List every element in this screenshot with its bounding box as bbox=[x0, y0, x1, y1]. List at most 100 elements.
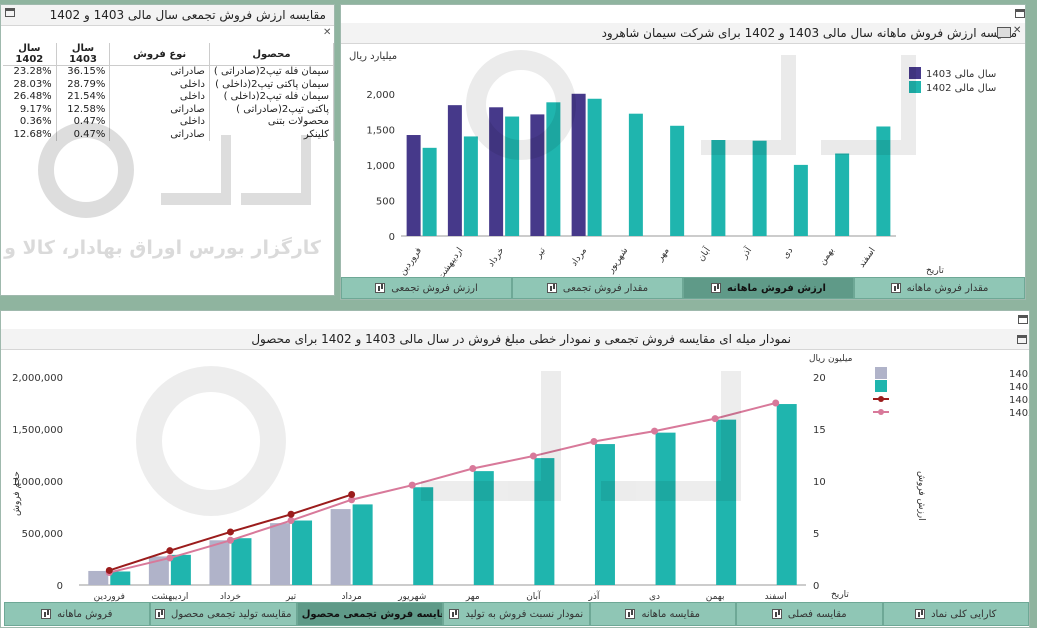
table-cell: 0.47% bbox=[56, 128, 111, 141]
legend-label: حجم فروش تجمعی 1402 bbox=[1009, 382, 1029, 393]
point-1402 bbox=[469, 465, 477, 473]
tab-4[interactable]: مقایسه فروش تجمعی محصول bbox=[296, 602, 443, 626]
tab-1[interactable]: مقایسه فصلی bbox=[736, 602, 883, 626]
watermark-shape bbox=[466, 50, 576, 160]
table-row[interactable]: پاکتی تیپ2(صادراتی ) صادراتی 12.58% 9.17% bbox=[3, 103, 334, 116]
table-header[interactable]: سال 1403 bbox=[56, 43, 111, 66]
tab-label: مقایسه فروش تجمعی محصول bbox=[301, 608, 443, 620]
x-tick-label: آذر bbox=[737, 244, 754, 261]
tab-0[interactable]: کارایی کلی نماد bbox=[882, 602, 1029, 626]
y-tick-label: 0 bbox=[389, 232, 395, 243]
table-cell: 23.28% bbox=[3, 65, 57, 79]
legend-label: سال مالی 1402 bbox=[926, 83, 996, 94]
bar-1402 bbox=[594, 444, 615, 585]
chart-tab-icon bbox=[546, 283, 557, 293]
tab-3[interactable]: ارزش فروش تجمعی bbox=[341, 277, 512, 299]
watermark-shape bbox=[421, 371, 561, 501]
legend-swatch bbox=[875, 380, 887, 392]
print-icon[interactable] bbox=[997, 27, 1011, 38]
x-tick-label: آذر bbox=[588, 590, 600, 602]
watermark-logo-monthly bbox=[466, 50, 916, 160]
close-icon[interactable]: ✕ bbox=[1013, 25, 1022, 36]
bar-1402 bbox=[835, 153, 850, 236]
point-1402 bbox=[166, 554, 174, 562]
table-cell: داخلی bbox=[109, 78, 210, 91]
x-tick-label: اسفند bbox=[765, 592, 787, 602]
chart-tab-icon bbox=[375, 283, 386, 293]
bar-1402 bbox=[352, 504, 373, 585]
x-tick-label: شهریور bbox=[605, 246, 630, 276]
watermark-text: کارگزار بورس اوراق بهادار، کالا و انرژی bbox=[1, 237, 321, 259]
bar-1402 bbox=[534, 458, 555, 585]
table-panel: مقایسه ارزش فروش تجمعی سال مالی 1403 و 1… bbox=[0, 4, 335, 296]
tab-2[interactable]: مقدار فروش تجمعی bbox=[512, 277, 683, 299]
left-y-tick-label: 1,000,000 bbox=[12, 477, 63, 488]
tab-5[interactable]: مقایسه تولید تجمعی محصول bbox=[150, 602, 297, 626]
x-tick-label: فروردین bbox=[398, 246, 424, 277]
point-1403 bbox=[287, 510, 295, 518]
chart-tab-icon bbox=[41, 609, 52, 619]
tab-0[interactable]: مقدار فروش ماهانه bbox=[854, 277, 1025, 299]
bar-1403 bbox=[270, 523, 291, 585]
tab-label: مقایسه ماهانه bbox=[641, 608, 701, 620]
table-cell: صادراتی bbox=[109, 103, 210, 116]
bar-1403 bbox=[530, 114, 545, 236]
table-cell: 0.47% bbox=[56, 116, 111, 129]
legend-swatch bbox=[909, 81, 921, 93]
table-cell: صادراتی bbox=[109, 128, 210, 141]
table-cell: داخلی bbox=[109, 91, 210, 104]
right-y-axis-label: ارزش فروش bbox=[916, 471, 926, 521]
legend-label: ارزش فروش 1402 bbox=[1009, 408, 1029, 419]
x-axis-label: تاریخ bbox=[831, 590, 849, 600]
left-y-tick-label: 2,000,000 bbox=[12, 373, 63, 384]
monthly-panel-title: مقایسه ارزش فروش ماهانه سال مالی 1403 و … bbox=[341, 23, 1025, 44]
legend-label: حجم فروش تجمعی 1403 bbox=[1009, 369, 1029, 380]
y-tick-label: 500 bbox=[376, 196, 395, 207]
table-header[interactable]: محصول bbox=[209, 43, 334, 66]
maximize-icon[interactable] bbox=[1018, 315, 1028, 324]
bar-1402 bbox=[716, 419, 737, 585]
chart-tab-icon bbox=[890, 283, 901, 293]
point-1402 bbox=[226, 536, 234, 544]
table-cell: سیمان فله تیپ2(صادراتی ) bbox=[209, 65, 334, 79]
table-row[interactable]: سیمان فله تیپ2(داخلی ) داخلی 21.54% 26.48% bbox=[3, 91, 334, 104]
tab-3[interactable]: نمودار نسبت فروش به تولید bbox=[443, 602, 590, 626]
export-excel-icon[interactable]: ✕ bbox=[323, 27, 332, 38]
tab-1[interactable]: ارزش فروش ماهانه bbox=[683, 277, 854, 299]
table-row[interactable]: محصولات بتنی داخلی 0.47% 0.36% bbox=[3, 116, 334, 129]
maximize-icon[interactable] bbox=[5, 8, 15, 17]
left-y-axis-label: حجم فروش bbox=[12, 471, 22, 516]
x-tick-label: مهر bbox=[655, 246, 672, 264]
bar-1402 bbox=[170, 554, 191, 585]
tab-2[interactable]: مقایسه ماهانه bbox=[589, 602, 736, 626]
table-row[interactable]: سیمان فله تیپ2(صادراتی ) صادراتی 36.15% 23.… bbox=[3, 65, 334, 79]
bar-1403 bbox=[571, 93, 586, 237]
table-row[interactable]: سیمان پاکتی تیپ2(داخلی ) داخلی 28.79% 28.03… bbox=[3, 78, 334, 91]
table-row[interactable]: کلینکر صادراتی 0.47% 12.68% bbox=[3, 128, 334, 141]
point-1403 bbox=[348, 491, 356, 499]
table-cell: پاکتی تیپ2(صادراتی ) bbox=[209, 103, 334, 116]
monthly-tabbar: مقدار فروش ماهانه ارزش فروش ماهانه مقدار ف… bbox=[341, 277, 1025, 299]
bar-1402 bbox=[876, 126, 891, 236]
tab-label: ارزش فروش ماهانه bbox=[727, 282, 826, 294]
watermark-shape bbox=[821, 55, 916, 155]
table-header[interactable]: سال 1402 bbox=[3, 43, 57, 66]
maximize-icon[interactable] bbox=[1015, 9, 1025, 18]
table-header[interactable]: نوع فروش bbox=[109, 43, 210, 66]
watermark-logo-combo bbox=[136, 366, 741, 516]
bar-1403 bbox=[209, 540, 230, 585]
point-1403 bbox=[105, 566, 113, 574]
combo-chart: 0 500,000 1,000,000 1,500,000 2,000,000 0 5 10 1… bbox=[12, 354, 1029, 602]
tab-6[interactable]: فروش ماهانه bbox=[3, 602, 150, 626]
watermark-shape bbox=[136, 366, 286, 516]
export-icon[interactable] bbox=[1017, 335, 1027, 344]
legend-swatch bbox=[909, 67, 921, 79]
x-tick-label: آبان bbox=[695, 244, 713, 263]
right-y-tick-label: 20 bbox=[813, 373, 826, 384]
bar-1403 bbox=[489, 107, 504, 237]
x-tick-label: تیر bbox=[533, 246, 548, 261]
right-y-tick-label: 10 bbox=[813, 477, 826, 488]
table-cell: محصولات بتنی bbox=[209, 116, 334, 129]
bar-1403 bbox=[447, 105, 462, 237]
legend-swatch bbox=[875, 367, 887, 379]
